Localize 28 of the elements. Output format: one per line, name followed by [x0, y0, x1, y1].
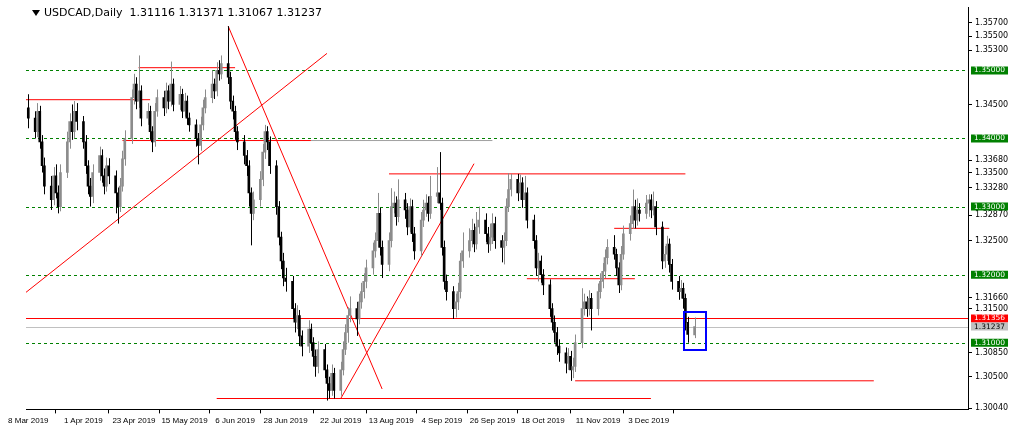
- x-tick-label: 18 Oct 2019: [521, 416, 566, 426]
- x-tick-label: 1 Apr 2019: [64, 416, 104, 426]
- y-tick-label: 1.33500: [975, 167, 1009, 177]
- y-tick-label: 1.33280: [975, 182, 1009, 192]
- y-tick-label: 1.33680: [975, 155, 1009, 165]
- y-tick-label: 1.30500: [975, 371, 1009, 381]
- chart-title: USDCAD,Daily 1.31116 1.31371 1.31067 1.31237: [44, 6, 322, 19]
- x-tick-label: 15 May 2019: [161, 416, 209, 426]
- x-tick-label: 22 Jul 2019: [320, 416, 362, 426]
- y-tick-label: 1.32870: [975, 210, 1009, 220]
- x-tick-label: 28 Jun 2019: [263, 416, 309, 426]
- y-tick-label: 1.31660: [975, 292, 1009, 302]
- y-tick-label: 1.30040: [975, 403, 1009, 413]
- y-tick-label: 1.34500: [975, 99, 1009, 109]
- y-tick-label: 1.30850: [975, 347, 1009, 357]
- x-tick-label: 6 Jun 2019: [215, 416, 256, 426]
- y-tick-label: 1.31500: [975, 303, 1009, 313]
- x-tick-label: 3 Dec 2019: [628, 416, 670, 426]
- x-tick-label: 8 Mar 2019: [8, 416, 50, 426]
- x-tick-label: 23 Apr 2019: [112, 416, 157, 426]
- x-tick-label: 11 Nov 2019: [575, 416, 622, 426]
- x-tick-label: 13 Aug 2019: [368, 416, 415, 426]
- x-tick-label: 4 Sep 2019: [421, 416, 463, 426]
- y-tick-label: 1.35700: [975, 17, 1009, 27]
- x-tick-label: 26 Sep 2019: [469, 416, 516, 426]
- y-tick-label: 1.35500: [975, 31, 1009, 41]
- y-tick-label: 1.32500: [975, 235, 1009, 245]
- y-tick-label: 1.35300: [975, 45, 1009, 55]
